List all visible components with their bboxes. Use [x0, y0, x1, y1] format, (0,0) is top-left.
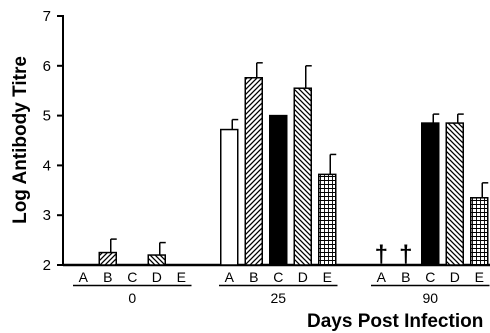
bar — [421, 122, 440, 266]
dagger-marker: † — [375, 241, 388, 268]
y-tick-label: 3 — [43, 207, 51, 224]
y-tick-label: 4 — [43, 157, 51, 174]
bar — [269, 114, 288, 266]
y-axis-title: Log Antibody Titre — [10, 56, 31, 224]
category-label: D — [450, 269, 460, 285]
y-tick-label: 2 — [43, 257, 51, 274]
category-label: C — [127, 269, 137, 285]
category-label: A — [377, 269, 387, 285]
group-label: 90 — [422, 290, 438, 306]
y-tick-label: 6 — [43, 58, 51, 75]
y-tick-label: 5 — [43, 108, 51, 125]
category-label: E — [475, 269, 484, 285]
bars: † † — [98, 62, 489, 268]
group-label: 25 — [270, 290, 286, 306]
bar — [293, 87, 312, 266]
bar — [98, 251, 117, 266]
bar — [244, 77, 263, 266]
bar — [147, 254, 166, 266]
y-ticks: 2 3 4 5 6 7 — [43, 8, 63, 274]
group-label: 0 — [128, 290, 136, 306]
category-label: D — [152, 269, 162, 285]
bar — [220, 128, 239, 266]
category-label: C — [273, 269, 283, 285]
y-tick-label: 7 — [43, 8, 51, 25]
dagger-marker: † — [399, 241, 412, 268]
bar — [445, 122, 464, 266]
category-label: B — [249, 269, 258, 285]
category-label: E — [323, 269, 332, 285]
x-axis-title: Days Post Infection — [307, 311, 483, 332]
bar — [318, 173, 337, 266]
category-label: B — [103, 269, 112, 285]
category-label: A — [225, 269, 235, 285]
category-label: B — [401, 269, 410, 285]
category-label: A — [79, 269, 89, 285]
bar — [470, 197, 489, 266]
category-label: E — [177, 269, 186, 285]
category-label: D — [298, 269, 308, 285]
category-label: C — [425, 269, 435, 285]
